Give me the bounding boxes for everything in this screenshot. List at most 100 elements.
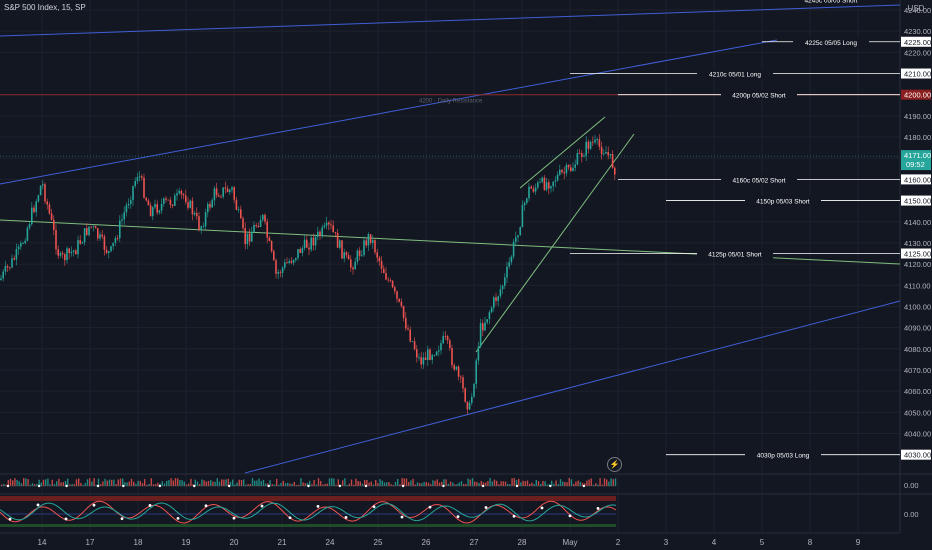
annotation-label: 4245c 05/05 Short bbox=[804, 0, 857, 4]
volume-bar bbox=[130, 478, 133, 486]
price-tick-label: 4180.00 bbox=[904, 133, 931, 142]
volume-bar bbox=[166, 480, 168, 486]
resistance-label: 4200 · Daily Resistance bbox=[419, 99, 483, 105]
candle-body bbox=[13, 258, 15, 260]
candle-body bbox=[182, 194, 185, 196]
volume-bar bbox=[75, 479, 78, 486]
volume-marker bbox=[267, 484, 270, 488]
candle-body bbox=[138, 176, 141, 178]
volume-bar bbox=[234, 484, 236, 486]
volume-bar bbox=[496, 480, 498, 486]
candle-body bbox=[191, 200, 194, 215]
volume-bar bbox=[346, 484, 348, 486]
volume-bar bbox=[249, 484, 251, 486]
volume-bar bbox=[273, 484, 276, 486]
volume-bar bbox=[397, 478, 399, 486]
volume-bar bbox=[86, 479, 89, 486]
candle-body bbox=[497, 296, 499, 301]
volume-bar bbox=[223, 479, 225, 486]
volume-bar bbox=[117, 479, 119, 486]
candle-body bbox=[130, 200, 132, 204]
candle-body bbox=[99, 234, 101, 239]
candle-body bbox=[211, 200, 213, 208]
time-tick-label: 5 bbox=[760, 538, 765, 547]
volume-marker bbox=[307, 484, 310, 488]
symbol-title[interactable]: S&P 500 Index, 15, SP bbox=[4, 3, 86, 12]
candle-body bbox=[603, 153, 605, 155]
candle-body bbox=[189, 200, 191, 208]
candle-body bbox=[611, 153, 614, 168]
candle-body bbox=[286, 262, 288, 264]
candle-body bbox=[537, 182, 539, 188]
volume-bar bbox=[177, 478, 179, 486]
price-tick-label: 4050.00 bbox=[904, 408, 931, 417]
lower-trendline bbox=[244, 300, 901, 474]
volume-bar bbox=[390, 484, 392, 486]
volume-bar bbox=[467, 478, 469, 486]
candle-body bbox=[572, 167, 574, 172]
volume-bar bbox=[243, 479, 245, 486]
volume-bar bbox=[324, 483, 326, 486]
volume-bar bbox=[370, 481, 372, 486]
volume-bar bbox=[610, 478, 612, 486]
candle-body bbox=[301, 248, 304, 253]
volume-bar bbox=[93, 478, 95, 486]
volume-bar bbox=[210, 480, 212, 486]
candle-body bbox=[341, 240, 343, 259]
volume-bar bbox=[502, 481, 504, 486]
candle-body bbox=[504, 277, 506, 286]
candle-body bbox=[462, 377, 464, 389]
volume-bar bbox=[469, 479, 471, 486]
candle-body bbox=[105, 249, 108, 253]
candle-body bbox=[519, 227, 521, 236]
candle-body bbox=[365, 240, 367, 246]
volume-bar bbox=[265, 483, 267, 486]
volume-bar bbox=[381, 480, 383, 486]
volume-bar bbox=[597, 484, 599, 486]
volume-bar bbox=[456, 483, 458, 486]
volume-bar bbox=[73, 484, 75, 486]
candle-body bbox=[259, 219, 262, 228]
candle-body bbox=[328, 222, 330, 225]
option-level-annotations[interactable]: 4245c 05/05 Short 4225c 05/05 Long 4210c 0… bbox=[570, 0, 900, 460]
candle-body bbox=[20, 243, 22, 247]
volume-bar bbox=[293, 481, 295, 486]
oscillator-cross-marker bbox=[344, 516, 348, 519]
volume-bar bbox=[12, 480, 14, 486]
annotation-label-bg bbox=[793, 0, 869, 5]
candle-body bbox=[275, 260, 277, 274]
candle-body bbox=[154, 204, 156, 208]
channel-upper-line bbox=[519, 116, 606, 189]
volume-bar bbox=[533, 484, 535, 486]
volume-bar bbox=[599, 478, 601, 486]
time-axis[interactable]: 14 17 18 19 20 21 24 25 26 27 28 May 2 3 4 5 8 9 bbox=[0, 532, 900, 547]
lightning-icon[interactable]: ⚡ bbox=[607, 457, 622, 472]
volume-bar bbox=[375, 480, 377, 486]
volume-bar bbox=[548, 484, 551, 486]
volume-bar bbox=[53, 483, 56, 486]
volume-bar bbox=[606, 479, 608, 486]
volume-bar bbox=[401, 478, 403, 486]
oscillator-cross-marker bbox=[372, 505, 376, 509]
candle-body bbox=[59, 253, 62, 256]
volume-marker bbox=[442, 484, 445, 488]
volume-bar bbox=[148, 483, 150, 486]
volume-bar bbox=[62, 482, 64, 486]
time-tick-label: 18 bbox=[134, 538, 143, 547]
candle-body bbox=[66, 248, 68, 261]
volume-bar bbox=[386, 482, 388, 486]
volume-bar bbox=[207, 480, 210, 486]
candle-body bbox=[310, 237, 312, 250]
candle-body bbox=[508, 262, 510, 267]
volume-bar bbox=[427, 482, 430, 486]
candle-body bbox=[581, 153, 583, 157]
candle-body bbox=[281, 267, 284, 273]
oscillator-cross-marker bbox=[36, 503, 40, 507]
candle-body bbox=[455, 366, 458, 370]
volume-marker bbox=[65, 484, 68, 488]
candle-body bbox=[479, 323, 482, 347]
candle-body bbox=[550, 186, 552, 189]
volume-bar bbox=[487, 481, 489, 486]
